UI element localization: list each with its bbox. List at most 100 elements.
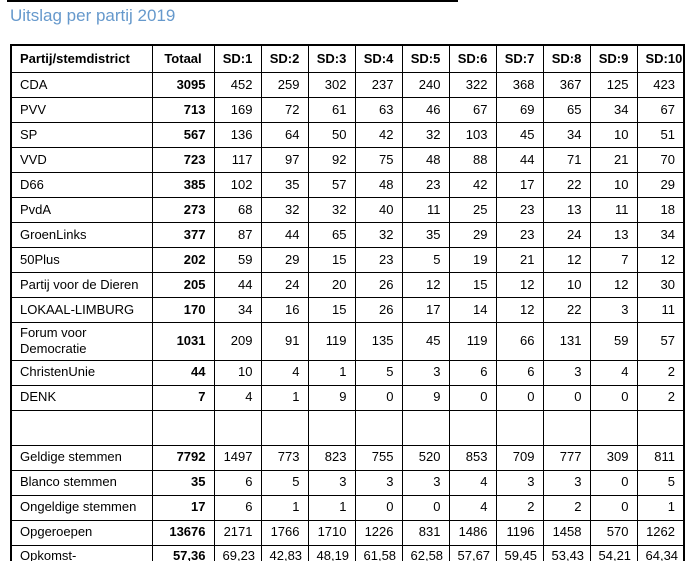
value-cell: 24: [260, 272, 309, 298]
totaal-cell: 567: [151, 122, 215, 148]
value-cell: 66: [495, 322, 544, 361]
totaal-cell: 7: [151, 384, 215, 411]
value-cell: [307, 409, 356, 446]
value-cell: 1: [307, 359, 356, 386]
value-cell: 34: [542, 122, 591, 148]
row-label-cell: PvdA: [10, 197, 153, 223]
value-cell: 119: [307, 322, 356, 361]
value-cell: 0: [495, 384, 544, 411]
value-cell: 29: [260, 247, 309, 273]
value-cell: 11: [589, 197, 638, 223]
value-cell: 57,67: [448, 544, 497, 561]
totaal-cell: 273: [151, 197, 215, 223]
value-cell: 23: [401, 172, 450, 198]
value-cell: 88: [448, 147, 497, 173]
value-cell: 6: [448, 359, 497, 386]
value-cell: 0: [354, 494, 403, 521]
value-cell: 2: [542, 494, 591, 521]
value-cell: 44: [495, 147, 544, 173]
page-title: Uitslag per partij 2019: [10, 6, 176, 25]
value-cell: 12: [495, 297, 544, 323]
value-cell: 12: [636, 247, 685, 273]
table-row: PVV 713 169 72 61 63 46 67 69 65 34 67: [10, 97, 685, 123]
header-cell: SD:8: [542, 44, 591, 73]
value-cell: 831: [401, 519, 450, 546]
table-row: ChristenUnie 44 10 4 1 5 3 6 6 3 4 2: [10, 359, 685, 386]
totaal-cell: 170: [151, 297, 215, 323]
value-cell: 259: [260, 72, 309, 98]
value-cell: 72: [260, 97, 309, 123]
value-cell: 570: [589, 519, 638, 546]
header-cell-party: Partij/stemdistrict: [10, 44, 153, 73]
value-cell: 4: [260, 359, 309, 386]
value-cell: 2: [495, 494, 544, 521]
value-cell: 10: [542, 272, 591, 298]
value-cell: 9: [307, 384, 356, 411]
row-label-cell: Opkomst- percentage (%): [10, 544, 153, 561]
value-cell: 19: [448, 247, 497, 273]
totaal-cell: 713: [151, 97, 215, 123]
value-cell: 4: [589, 359, 638, 386]
value-cell: 34: [589, 97, 638, 123]
value-cell: 35: [260, 172, 309, 198]
value-cell: 3: [495, 469, 544, 496]
value-cell: 520: [401, 444, 450, 471]
table-row: 50Plus 202 59 29 15 23 5 19 21 12 7 12: [10, 247, 685, 273]
header-cell: SD:9: [589, 44, 638, 73]
table-row: Partij voor de Dieren 205 44 24 20 26 12 15 12 10…: [10, 272, 685, 298]
value-cell: 15: [307, 247, 356, 273]
value-cell: 97: [260, 147, 309, 173]
value-cell: 1497: [213, 444, 262, 471]
value-cell: 62,58: [401, 544, 450, 561]
value-cell: 3: [589, 297, 638, 323]
value-cell: 65: [542, 97, 591, 123]
value-cell: 237: [354, 72, 403, 98]
totaal-cell: 377: [151, 222, 215, 248]
value-cell: 69,23: [213, 544, 262, 561]
value-cell: 91: [260, 322, 309, 361]
value-cell: 773: [260, 444, 309, 471]
value-cell: 1458: [542, 519, 591, 546]
value-cell: 0: [542, 384, 591, 411]
value-cell: [589, 409, 638, 446]
value-cell: 5: [354, 359, 403, 386]
value-cell: 103: [448, 122, 497, 148]
value-cell: 22: [542, 172, 591, 198]
row-label-cell: GroenLinks: [10, 222, 153, 248]
value-cell: 1766: [260, 519, 309, 546]
row-label-cell: ChristenUnie: [10, 359, 153, 386]
value-cell: 1: [260, 384, 309, 411]
value-cell: 322: [448, 72, 497, 98]
value-cell: 22: [542, 297, 591, 323]
value-cell: 12: [495, 272, 544, 298]
value-cell: 34: [636, 222, 685, 248]
header-cell: SD:5: [401, 44, 450, 73]
value-cell: 63: [354, 97, 403, 123]
value-cell: 67: [448, 97, 497, 123]
value-cell: 9: [401, 384, 450, 411]
value-cell: 50: [307, 122, 356, 148]
table-row: Ongeldige stemmen 17 6 1 1 0 0 4 2 2 0 1: [10, 494, 685, 521]
header-cell: SD:2: [260, 44, 309, 73]
value-cell: 48: [354, 172, 403, 198]
row-label-cell: Partij voor de Dieren: [10, 272, 153, 298]
value-cell: 709: [495, 444, 544, 471]
value-cell: 87: [213, 222, 262, 248]
value-cell: 12: [401, 272, 450, 298]
value-cell: 44: [260, 222, 309, 248]
table-row: D66 385 102 35 57 48 23 42 17 22 10 29: [10, 172, 685, 198]
value-cell: 25: [448, 197, 497, 223]
header-cell: SD:7: [495, 44, 544, 73]
table-row: Forum voor Democratie 1031 209 91 119 135 45 11…: [10, 322, 685, 361]
table-row: PvdA 273 68 32 32 40 11 25 23 13 11 18: [10, 197, 685, 223]
value-cell: 10: [589, 172, 638, 198]
table-row: Blanco stemmen 35 6 5 3 3 3 4 3 3 0 5: [10, 469, 685, 496]
value-cell: 0: [354, 384, 403, 411]
value-cell: 0: [589, 384, 638, 411]
totaal-cell: 3095: [151, 72, 215, 98]
value-cell: 1: [260, 494, 309, 521]
value-cell: 3: [354, 469, 403, 496]
value-cell: 61,58: [354, 544, 403, 561]
value-cell: 2: [636, 384, 685, 411]
